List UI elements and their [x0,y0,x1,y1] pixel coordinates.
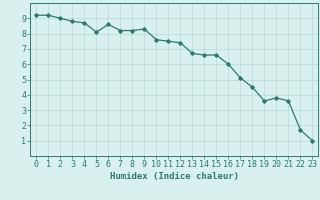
X-axis label: Humidex (Indice chaleur): Humidex (Indice chaleur) [110,172,239,181]
